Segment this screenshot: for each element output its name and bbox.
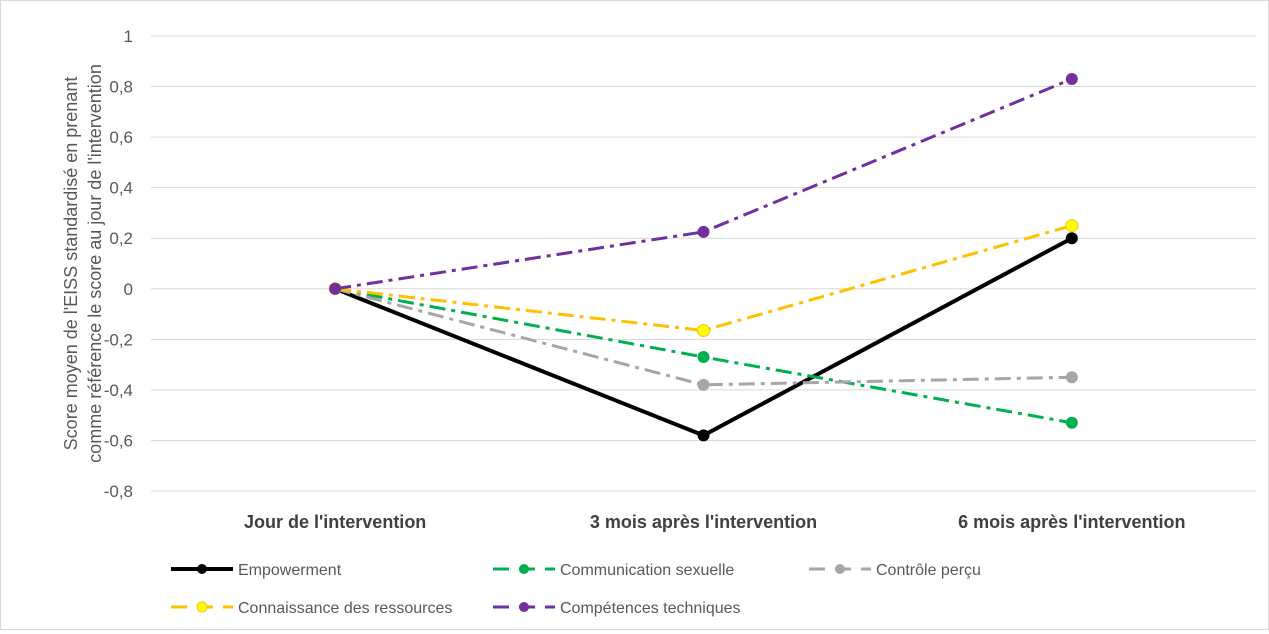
- data-point: [329, 282, 342, 295]
- legend-item-connaissance-des-ressources: Connaissance des ressources: [171, 600, 452, 617]
- x-category-label: Jour de l'intervention: [244, 512, 426, 532]
- y-tick-label: -0,8: [104, 482, 133, 501]
- data-point: [1065, 219, 1079, 233]
- data-point: [1065, 371, 1078, 384]
- legend-label: Communication sexuelle: [560, 562, 734, 579]
- data-point: [1065, 416, 1078, 429]
- data-point: [1065, 232, 1078, 245]
- y-tick-label: -0,2: [104, 330, 133, 349]
- x-axis-categories: Jour de l'intervention 3 mois après l'int…: [244, 512, 1186, 532]
- legend-item-communication-sexuelle: Communication sexuelle: [493, 562, 734, 579]
- legend-label: Contrôle perçu: [876, 562, 981, 579]
- data-point: [697, 323, 710, 337]
- legend-label: Empowerment: [238, 562, 342, 579]
- gridlines: [151, 35, 1256, 492]
- y-tick-label: 0,6: [109, 128, 133, 147]
- legend-label: Compétences techniques: [560, 600, 741, 617]
- legend-marker: [519, 602, 529, 612]
- legend-marker: [835, 564, 845, 574]
- y-tick-label: -0,4: [104, 381, 133, 400]
- legend-item-competences-techniques: Compétences techniques: [493, 600, 741, 617]
- data-point: [697, 351, 710, 364]
- legend-item-controle-percu: Contrôle perçu: [809, 562, 981, 579]
- data-point: [697, 225, 710, 238]
- y-tick-label: 1: [124, 27, 133, 46]
- legend-marker: [519, 564, 529, 574]
- series-competences-techniques: [329, 72, 1078, 295]
- x-category-label: 6 mois après l'intervention: [958, 512, 1185, 532]
- data-point: [697, 378, 710, 391]
- y-axis-label-line-2: comme référence le score au jour de l'in…: [85, 64, 105, 463]
- series-line: [334, 224, 1073, 333]
- y-tick-label: 0,2: [109, 229, 133, 248]
- y-tick-label: 0,8: [109, 78, 133, 97]
- y-tick-label: 0: [124, 280, 133, 299]
- y-axis-ticks: 1 0,8 0,6 0,4 0,2 0 -0,2 -0,4 -0,6 -0,8: [104, 27, 133, 501]
- legend-item-empowerment: Empowerment: [171, 562, 342, 579]
- x-category-label: 3 mois après l'intervention: [590, 512, 817, 532]
- series-communication-sexuelle: [329, 282, 1078, 429]
- data-point: [697, 429, 710, 442]
- legend-marker: [197, 564, 207, 574]
- series-lines: [328, 72, 1079, 442]
- legend: Empowerment Communication sexuelle Contrôl…: [171, 562, 981, 617]
- legend-marker: [196, 601, 208, 613]
- y-tick-label: -0,6: [104, 431, 133, 450]
- data-point: [1065, 72, 1078, 85]
- y-axis-label-line-1: Score moyen de l'EISS standardisé en pre…: [61, 77, 81, 451]
- series-line: [334, 77, 1073, 291]
- legend-label: Connaissance des ressources: [238, 600, 452, 617]
- y-tick-label: 0,4: [109, 179, 133, 198]
